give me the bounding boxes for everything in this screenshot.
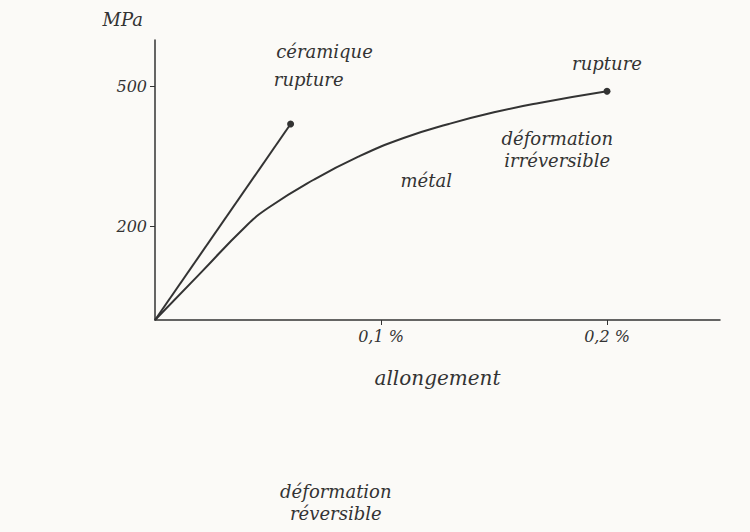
svg-text:MPa: MPa	[102, 9, 143, 30]
svg-text:réversible: réversible	[290, 503, 382, 524]
svg-text:rupture: rupture	[274, 69, 344, 90]
svg-text:déformation: déformation	[502, 128, 614, 149]
svg-text:céramique: céramique	[276, 41, 373, 62]
svg-text:0,2 %: 0,2 %	[584, 327, 630, 346]
svg-text:allongement: allongement	[375, 366, 502, 390]
svg-text:déformation: déformation	[280, 481, 392, 502]
svg-text:500: 500	[116, 77, 147, 96]
svg-text:rupture: rupture	[572, 53, 642, 74]
svg-text:200: 200	[115, 217, 147, 236]
svg-text:métal: métal	[400, 170, 452, 191]
svg-text:irréversible: irréversible	[504, 150, 610, 171]
svg-text:0,1 %: 0,1 %	[358, 327, 404, 346]
